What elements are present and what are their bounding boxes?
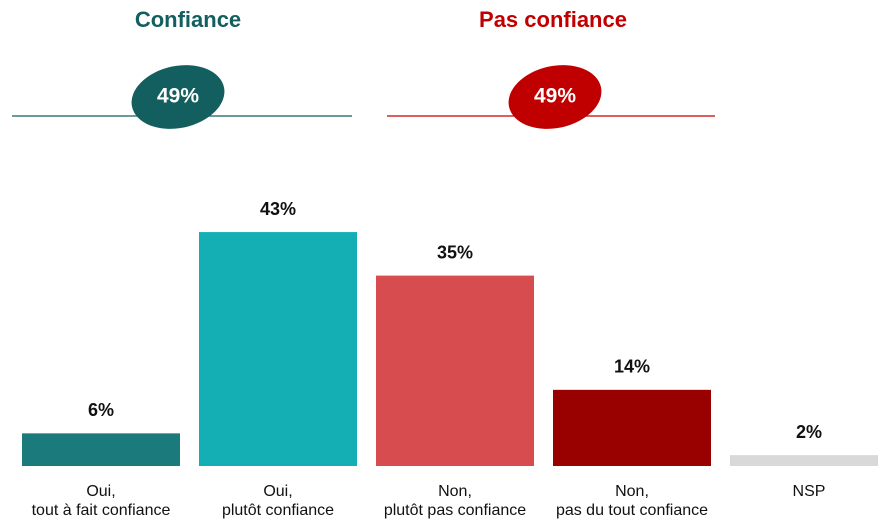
category-label: Non, plutôt pas confiance: [383, 483, 527, 519]
bar: [199, 232, 357, 466]
category-label: NSP: [792, 483, 826, 500]
group-value: 49%: [157, 85, 199, 108]
group-badge: [131, 65, 225, 129]
value-label: 2%: [796, 422, 822, 442]
category-label: Oui, tout à fait confiance: [31, 483, 171, 519]
value-label: 43%: [260, 199, 296, 219]
value-label: 14%: [614, 357, 650, 377]
value-label: 35%: [437, 242, 473, 262]
category-label: Non, pas du tout confiance: [555, 483, 709, 519]
group-badge: [508, 65, 602, 129]
value-label: 6%: [88, 400, 114, 420]
group-title: Confiance: [135, 7, 241, 32]
bar: [22, 433, 180, 466]
group-title: Pas confiance: [479, 7, 627, 32]
category-label: Oui, plutôt confiance: [221, 483, 335, 519]
bar: [376, 275, 534, 466]
bar: [730, 455, 878, 466]
bar: [553, 389, 711, 466]
group-value: 49%: [534, 85, 576, 108]
